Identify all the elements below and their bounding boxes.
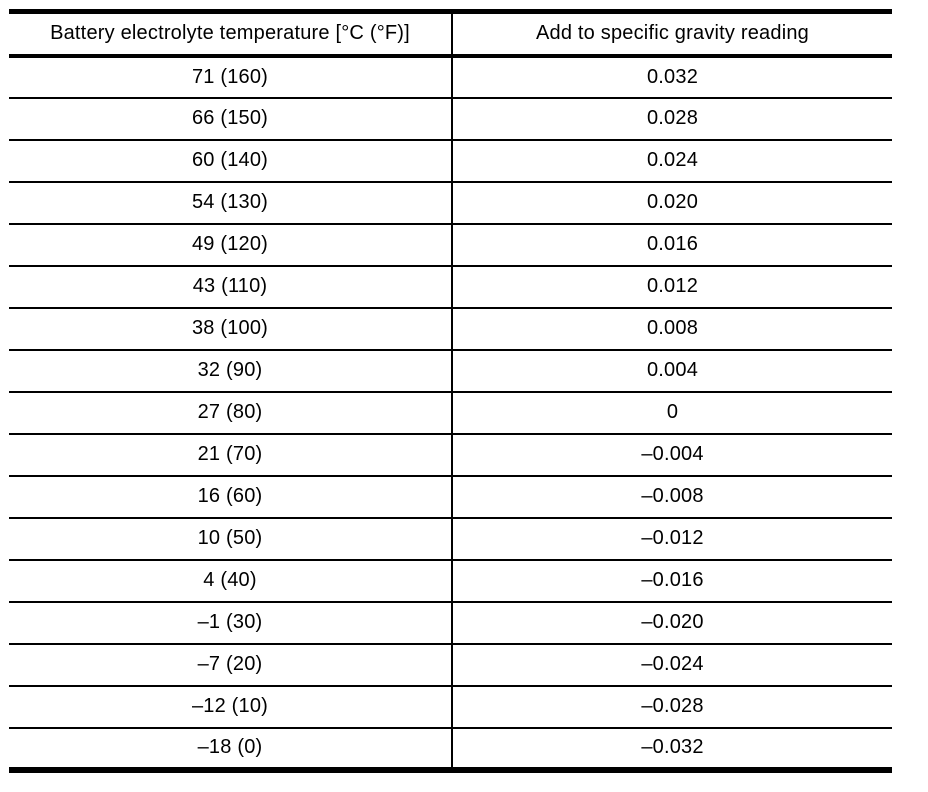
- temperature-cell: 4 (40): [9, 559, 453, 603]
- table-row: –1 (30) –0.020: [9, 601, 892, 645]
- table-row: 49 (120) 0.016: [9, 223, 892, 267]
- temperature-cell: –1 (30): [9, 601, 453, 645]
- gravity-cell: 0.012: [452, 265, 892, 309]
- temperature-cell: 66 (150): [9, 97, 453, 141]
- table-row: 43 (110) 0.012: [9, 265, 892, 309]
- table-row: 27 (80) 0: [9, 391, 892, 435]
- table-row: 66 (150) 0.028: [9, 97, 892, 141]
- gravity-cell: –0.008: [452, 475, 892, 519]
- gravity-column-header: Add to specific gravity reading: [452, 11, 892, 58]
- gravity-cell: –0.020: [452, 601, 892, 645]
- gravity-cell: –0.016: [452, 559, 892, 603]
- temperature-cell: 10 (50): [9, 517, 453, 561]
- gravity-cell: 0.008: [452, 307, 892, 351]
- electrolyte-temperature-correction-table: Battery electrolyte temperature [°C (°F)…: [9, 9, 892, 773]
- temperature-cell: 60 (140): [9, 139, 453, 183]
- gravity-cell: –0.028: [452, 685, 892, 729]
- gravity-cell: 0.024: [452, 139, 892, 183]
- table-row: 71 (160) 0.032: [9, 55, 892, 99]
- gravity-cell: –0.032: [452, 727, 892, 770]
- gravity-cell: 0.020: [452, 181, 892, 225]
- temperature-cell: –18 (0): [9, 727, 453, 770]
- table-row: 16 (60) –0.008: [9, 475, 892, 519]
- temperature-cell: 21 (70): [9, 433, 453, 477]
- temperature-cell: 54 (130): [9, 181, 453, 225]
- header-row: Battery electrolyte temperature [°C (°F)…: [9, 11, 892, 58]
- gravity-cell: 0.004: [452, 349, 892, 393]
- table-row: 4 (40) –0.016: [9, 559, 892, 603]
- temperature-cell: 49 (120): [9, 223, 453, 267]
- temperature-cell: 16 (60): [9, 475, 453, 519]
- temperature-cell: 71 (160): [9, 55, 453, 99]
- table-row: 10 (50) –0.012: [9, 517, 892, 561]
- table-row: –18 (0) –0.032: [9, 727, 892, 770]
- temperature-cell: 32 (90): [9, 349, 453, 393]
- gravity-cell: 0: [452, 391, 892, 435]
- temperature-cell: –12 (10): [9, 685, 453, 729]
- temperature-cell: –7 (20): [9, 643, 453, 687]
- table-row: 32 (90) 0.004: [9, 349, 892, 393]
- gravity-cell: 0.028: [452, 97, 892, 141]
- gravity-cell: –0.012: [452, 517, 892, 561]
- table-row: 38 (100) 0.008: [9, 307, 892, 351]
- gravity-cell: –0.004: [452, 433, 892, 477]
- table-row: 60 (140) 0.024: [9, 139, 892, 183]
- table-row: –7 (20) –0.024: [9, 643, 892, 687]
- gravity-cell: 0.016: [452, 223, 892, 267]
- gravity-cell: 0.032: [452, 55, 892, 99]
- temperature-cell: 38 (100): [9, 307, 453, 351]
- table-row: 54 (130) 0.020: [9, 181, 892, 225]
- temperature-column-header: Battery electrolyte temperature [°C (°F)…: [9, 11, 453, 58]
- temperature-cell: 43 (110): [9, 265, 453, 309]
- temperature-cell: 27 (80): [9, 391, 453, 435]
- table-row: 21 (70) –0.004: [9, 433, 892, 477]
- table-row: –12 (10) –0.028: [9, 685, 892, 729]
- gravity-cell: –0.024: [452, 643, 892, 687]
